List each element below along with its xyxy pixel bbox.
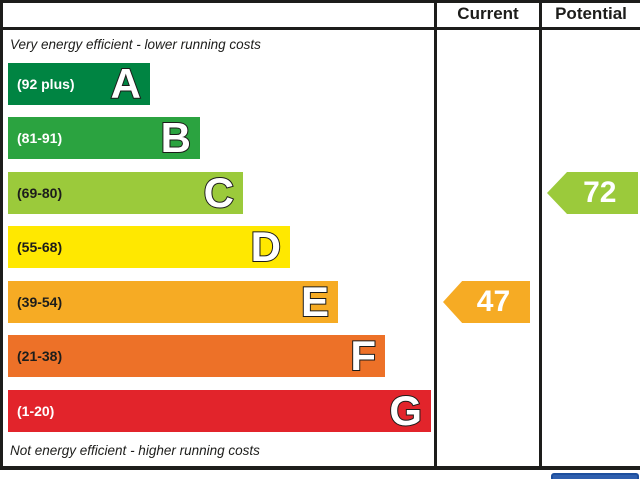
band-e-bar: (39-54) E [8,278,338,325]
potential-column-header: Potential [555,4,627,23]
current-rating-value: 47 [476,285,511,318]
band-f-range-label: (21-38) [17,348,63,364]
band-b-letter: B [160,114,192,161]
current-column-header: Current [457,4,519,23]
band-b-range-label: (81-91) [17,130,63,146]
band-g-bar: (1-20) G [8,387,431,434]
band-d-bar: (55-68) D [8,223,290,270]
band-c-bar: (69-80) C [8,169,243,216]
band-d-range-label: (55-68) [17,239,63,255]
band-g-range-label: (1-20) [17,403,55,419]
table-bottom-border [0,466,640,470]
band-a-letter: A [110,60,142,107]
top-caption: Very energy efficient - lower running co… [10,37,261,52]
eu-directive-box-partial [551,473,639,479]
band-c-letter: C [203,169,235,216]
band-f-letter: F [349,332,377,379]
potential-rating-marker: 72 [547,172,638,214]
band-g-letter: G [388,387,423,434]
table-left-border [0,0,3,470]
band-c-range-label: (69-80) [17,185,63,201]
band-b-bar: (81-91) B [8,114,200,161]
band-f-bar: (21-38) F [8,332,385,379]
band-e-range-label: (39-54) [17,294,63,310]
band-a-bar: (92 plus) A [8,60,150,107]
current-rating-marker: 47 [443,281,530,323]
potential-rating-value: 72 [583,176,617,209]
header-separator-line [0,27,640,30]
band-a-range-label: (92 plus) [17,76,75,92]
band-e-letter: E [300,278,330,325]
potential-column-divider [539,0,542,470]
table-top-border [0,0,640,3]
current-column-divider [434,0,437,470]
bottom-caption: Not energy efficient - higher running co… [10,443,260,458]
band-d-letter: D [250,223,282,270]
